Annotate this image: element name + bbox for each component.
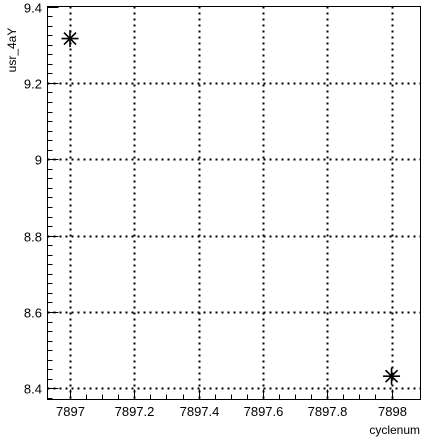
grid-lines [47,6,421,400]
y-tick-label: 9 [35,153,42,168]
x-tick-label: 7897.4 [180,404,220,419]
y-tick-label: 9.4 [24,1,42,16]
axis-ticks [47,6,393,400]
x-tick-label: 7897.6 [244,404,284,419]
y-tick-label: 9.2 [24,77,42,92]
y-tick-label: 8.8 [24,230,42,245]
plot-frame [47,6,421,400]
data-point [61,30,79,48]
data-point [383,367,401,385]
tick-labels: 7897 7897.2 7897.4 7897.6 7897.8 7898 8.4 8.6 8.… [24,1,407,420]
x-tick-label: 7897.8 [308,404,348,419]
x-tick-label: 7897 [56,404,85,419]
x-tick-label: 7897.2 [115,404,155,419]
y-axis-title: usr_4aY [5,28,19,73]
data-points [61,30,401,385]
x-tick-label: 7898 [378,404,407,419]
x-axis-title: cyclenum [369,423,420,437]
y-tick-label: 8.6 [24,306,42,321]
y-tick-label: 8.4 [24,382,42,397]
